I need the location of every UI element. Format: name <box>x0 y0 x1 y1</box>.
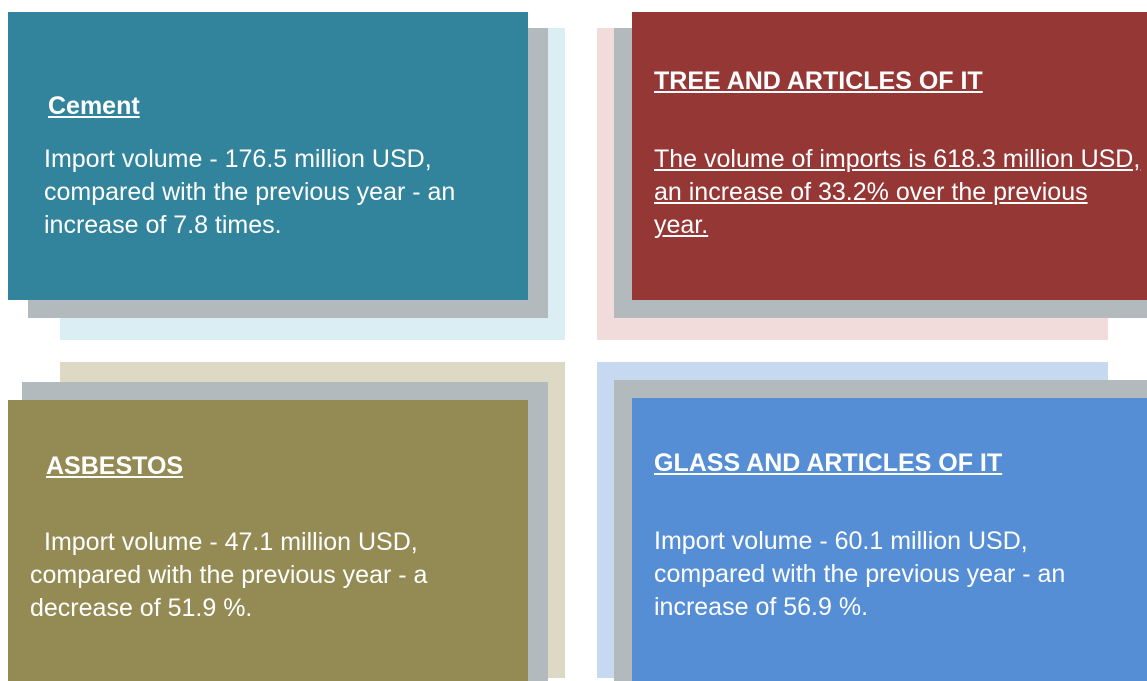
card-body: The volume of imports is 618.3 million U… <box>654 145 1141 239</box>
card-body: Import volume - 47.1 million USD, compar… <box>30 528 428 622</box>
card-title: Cement <box>48 92 140 120</box>
card-title: GLASS AND ARTICLES OF IT <box>654 449 1003 477</box>
card <box>8 12 528 300</box>
card-title: TREE AND ARTICLES OF IT <box>654 67 983 95</box>
card-body: Import volume - 60.1 million USD, compar… <box>654 527 1066 621</box>
card <box>632 398 1147 681</box>
card <box>8 400 528 681</box>
card-body: Import volume - 176.5 million USD, compa… <box>44 145 456 239</box>
card-title: ASBESTOS <box>46 452 184 480</box>
card <box>632 12 1147 300</box>
